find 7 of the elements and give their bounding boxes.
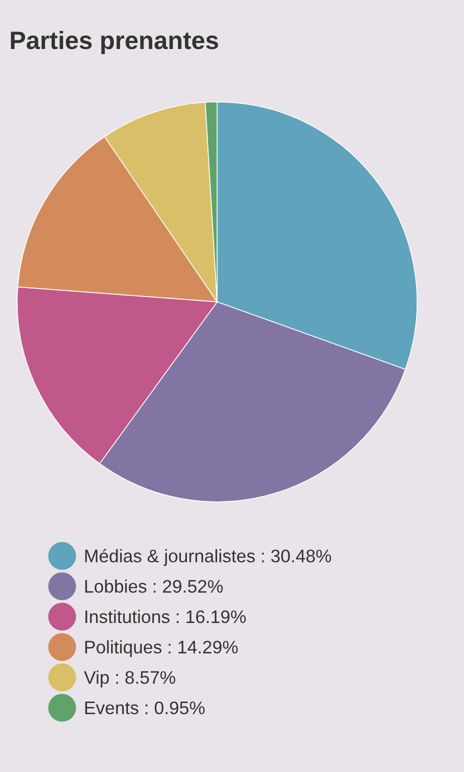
legend-label: Médias & journalistes : 30.48% [85, 548, 332, 566]
chart-title: Parties prenantes [10, 30, 218, 54]
legend-label: Politiques : 14.29% [85, 640, 238, 658]
legend-label: Vip : 8.57% [84, 670, 176, 688]
legend-label: Events : 0.95% [85, 701, 205, 714]
legend-label: Lobbies : 29.52% [85, 580, 223, 593]
legend-label: Institutions : 16.19% [85, 610, 246, 624]
